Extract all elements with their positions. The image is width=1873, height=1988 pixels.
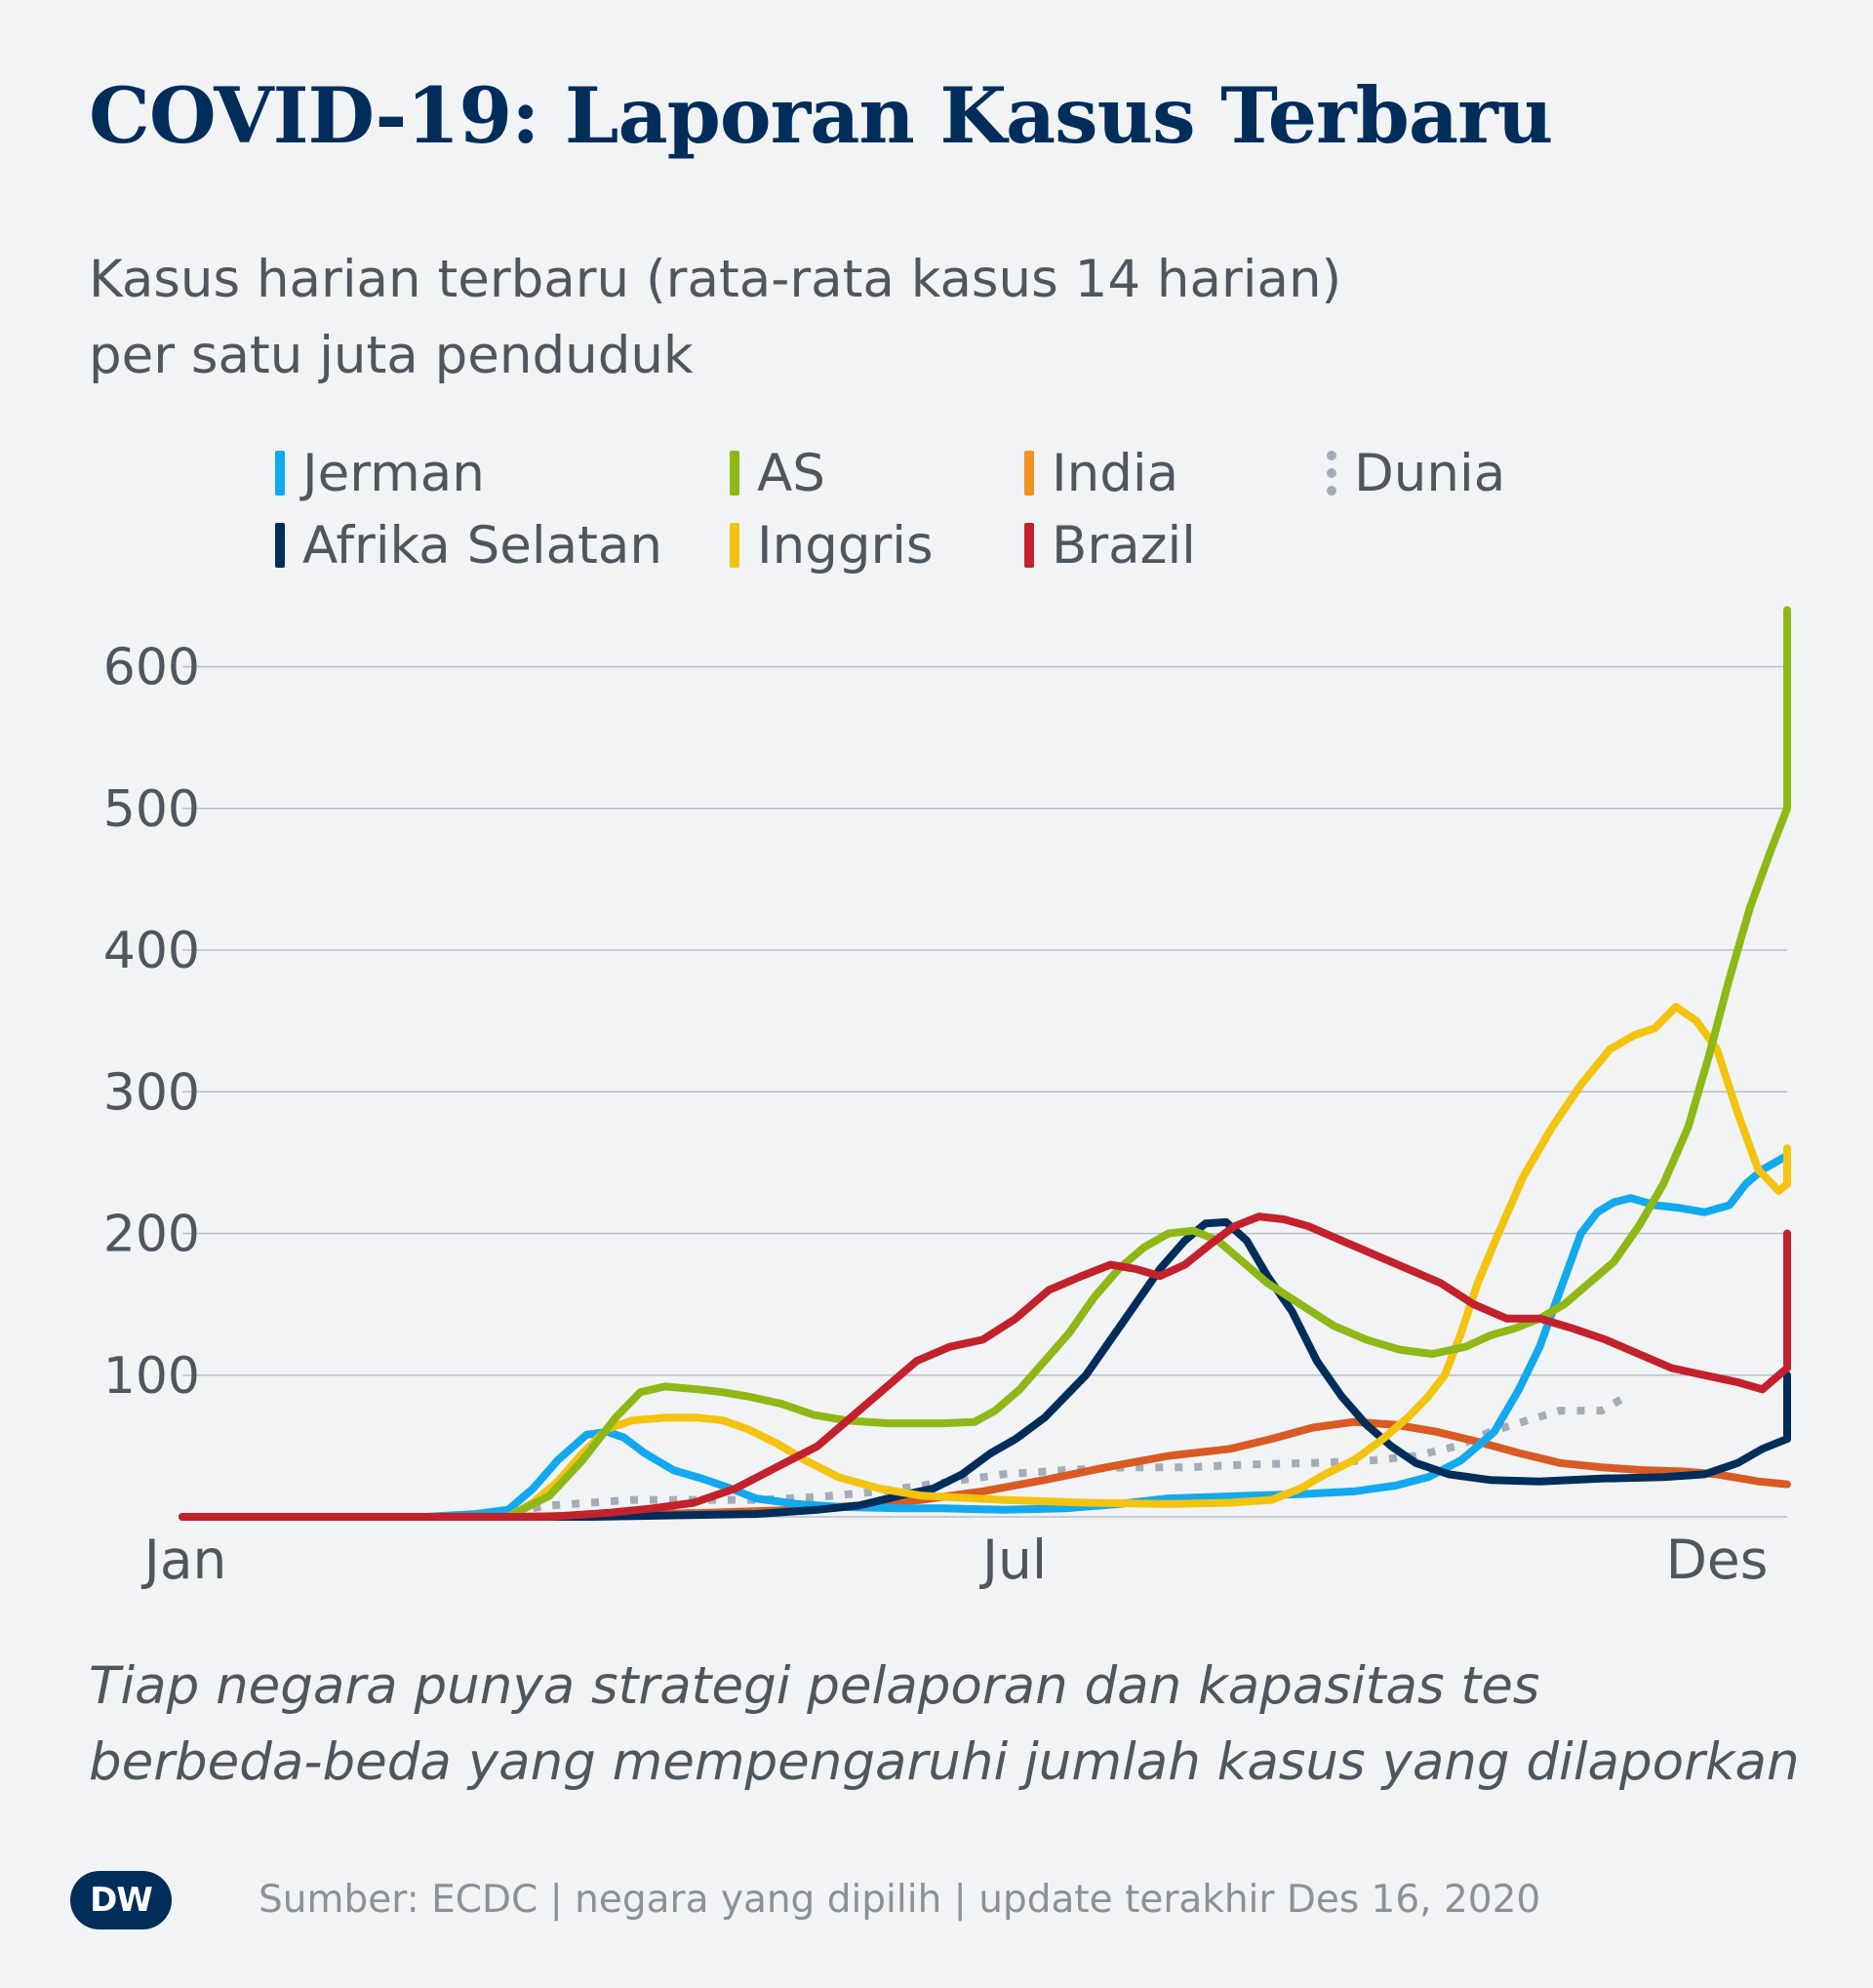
legend-item-brazil: Brazil	[1024, 515, 1196, 576]
x-tick-label: Des	[1666, 1529, 1769, 1591]
series-line-jerman	[179, 1151, 1791, 1521]
chart-subtitle: Kasus harian terbaru (rata-rata kasus 14…	[89, 242, 1747, 394]
legend-label-jerman: Jerman	[302, 443, 485, 503]
chart-title: COVID-19: Laporan Kasus Terbaru	[89, 70, 1553, 161]
legend-label-inggris: Inggris	[757, 515, 934, 576]
y-tick-label: 200	[103, 1206, 200, 1264]
legend-swatch-dunia	[1327, 451, 1336, 496]
legend-item-inggris: Inggris	[730, 515, 934, 576]
legend-swatch-brazil	[1024, 523, 1034, 568]
legend-item-india: India	[1024, 443, 1179, 503]
legend-label-afrika-selatan: Afrika Selatan	[302, 515, 662, 576]
source-note: Sumber: ECDC | negara yang dipilih | upd…	[259, 1878, 1541, 1922]
y-tick-label: 300	[103, 1063, 200, 1122]
x-tick-label: Jan	[141, 1529, 227, 1591]
series-line-afrika-selatan	[179, 1217, 1791, 1521]
legend-swatch-jerman	[275, 451, 285, 496]
legend-item-dunia: Dunia	[1327, 443, 1506, 503]
legend-item-as: AS	[730, 443, 825, 503]
dw-logo-text: DW	[90, 1881, 153, 1920]
y-tick-label: 100	[103, 1347, 200, 1406]
y-tick-label: 500	[103, 780, 200, 839]
legend-swatch-as	[730, 451, 739, 496]
legend-item-afrika-selatan: Afrika Selatan	[275, 515, 662, 576]
legend-swatch-inggris	[730, 523, 739, 568]
footnote: Tiap negara punya strategi pelaporan dan…	[89, 1649, 1800, 1801]
series-line-inggris	[179, 1003, 1791, 1521]
subtitle-line-2: per satu juta penduduk	[89, 326, 694, 385]
series-line-brazil	[179, 1213, 1791, 1521]
dw-logo: DW	[70, 1871, 172, 1929]
series-line-as	[179, 606, 1791, 1521]
legend-label-india: India	[1052, 443, 1179, 503]
series-line-dunia	[182, 1393, 1629, 1521]
legend-label-as: AS	[757, 443, 825, 503]
footnote-line-2: berbeda-beda yang mempengaruhi jumlah ka…	[89, 1732, 1800, 1792]
footnote-line-1: Tiap negara punya strategi pelaporan dan…	[89, 1656, 1540, 1716]
legend-label-brazil: Brazil	[1052, 515, 1196, 576]
subtitle-line-1: Kasus harian terbaru (rata-rata kasus 14…	[89, 250, 1342, 309]
legend-swatch-afrika-selatan	[275, 523, 285, 568]
y-tick-label: 400	[103, 922, 200, 980]
y-tick-label: 600	[103, 639, 200, 697]
legend-swatch-india	[1024, 451, 1034, 496]
line-chart: 100 200 300 400 500 600 Jan Jul Des	[103, 606, 1791, 1591]
legend-item-jerman: Jerman	[275, 443, 485, 503]
legend-label-dunia: Dunia	[1354, 443, 1506, 503]
x-tick-label: Jul	[979, 1529, 1047, 1591]
